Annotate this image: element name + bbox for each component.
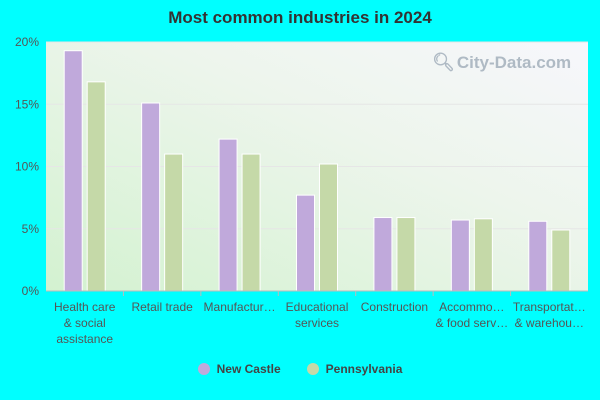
bar-pennsylvania[interactable] [473,218,493,292]
x-tick-label: Retail trade [131,300,193,314]
bar-new-castle[interactable] [141,102,161,292]
bar-new-castle[interactable] [218,138,238,292]
bar-pennsylvania[interactable] [319,163,338,292]
legend-label: Pennsylvania [325,362,403,376]
legend-swatch [306,363,319,375]
y-tick-label: 20% [15,35,39,49]
legend-swatch [197,363,210,375]
bar-pennsylvania[interactable] [241,153,261,292]
x-tick-label: Educational services [286,300,349,330]
bar-pennsylvania[interactable] [551,229,571,292]
bar-pennsylvania[interactable] [86,81,106,292]
x-tick-label: Accommo… & food serv… [436,300,509,330]
watermark-text: City-Data.com [456,53,572,72]
y-tick-label: 15% [15,97,39,111]
bar-new-castle[interactable] [528,220,548,292]
legend-item-pennsylvania: Pennsylvania [306,362,403,376]
legend-item-new-castle: New Castle [197,362,281,376]
chart-title: Most common industries in 2024 [168,8,432,27]
magnifier-icon: 🔍︎ [432,52,455,72]
x-tick-label: Construction [361,300,428,314]
x-tick-label: Manufactur… [204,300,276,314]
bar-pennsylvania[interactable] [396,217,416,292]
x-tick-label: Health care & social assistance [54,300,116,346]
x-tick-label: Transportat… & warehou… [513,300,586,330]
bar-pennsylvania[interactable] [164,153,184,292]
bar-new-castle[interactable] [450,219,470,292]
legend: New Castle Pennsylvania [0,362,600,376]
y-tick-label: 0% [22,284,40,298]
watermark: 🔍︎ City-Data.com [432,52,571,73]
bar-new-castle[interactable] [373,217,393,292]
y-tick-label: 10% [15,160,39,174]
bar-new-castle[interactable] [63,50,83,292]
bar-new-castle[interactable] [296,194,315,292]
legend-label: New Castle [216,362,281,376]
y-tick-label: 5% [22,222,40,236]
